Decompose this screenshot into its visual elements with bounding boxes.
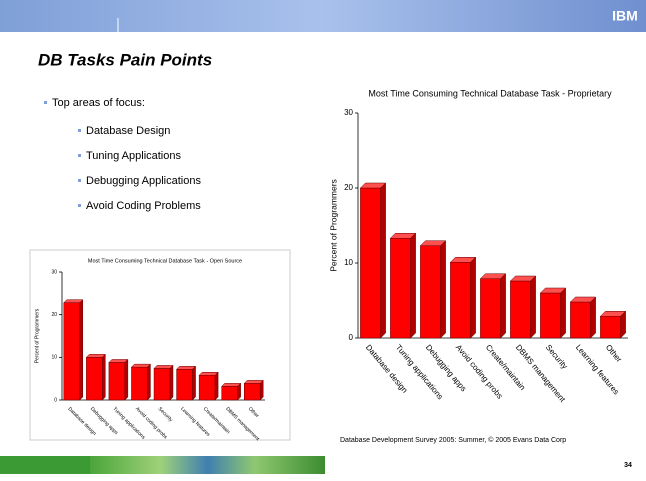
- bar-side: [411, 233, 416, 338]
- bar: [154, 365, 173, 400]
- bullet-marker: [78, 179, 81, 182]
- footer-strip: [0, 456, 90, 474]
- bar-side: [591, 297, 596, 338]
- y-tick-label: 20: [51, 312, 57, 318]
- bar-front: [600, 316, 620, 338]
- y-tick-label: 20: [344, 183, 353, 192]
- page-number: 34: [624, 462, 632, 469]
- bar-front: [360, 188, 380, 338]
- y-tick-label: 30: [344, 108, 353, 117]
- y-axis-label: Percent of Programmers: [328, 179, 338, 272]
- y-tick-label: 0: [54, 397, 57, 403]
- bullet-marker: [44, 101, 47, 104]
- bar-front: [154, 368, 170, 400]
- bullet-marker: [78, 129, 81, 132]
- bar: [540, 288, 565, 338]
- bullet-marker: [78, 204, 81, 207]
- bar-front: [450, 262, 470, 338]
- slide: IBM DB Tasks Pain Points Top areas of fo…: [0, 0, 646, 481]
- bar-front: [244, 383, 260, 400]
- bar-front: [222, 386, 238, 400]
- bar-side: [501, 274, 506, 338]
- bar-side: [621, 311, 626, 338]
- bar: [244, 380, 263, 400]
- bar: [390, 233, 415, 338]
- bar: [570, 297, 595, 338]
- bar-front: [540, 293, 560, 338]
- logo: IBM: [612, 8, 638, 24]
- bar-front: [199, 375, 215, 400]
- bar-side: [147, 364, 150, 400]
- bar: [360, 183, 385, 338]
- bar-side: [471, 257, 476, 338]
- chart-title: Most Time Consuming Technical Database T…: [368, 88, 612, 98]
- bar-side: [531, 276, 536, 338]
- footer-strip: [90, 456, 325, 474]
- sub-bullet: Tuning Applications: [86, 150, 181, 162]
- bar-front: [109, 362, 125, 400]
- bar-side: [193, 366, 196, 400]
- bar: [420, 241, 445, 338]
- bar: [86, 354, 105, 400]
- bar-front: [131, 367, 147, 400]
- sub-bullet: Debugging Applications: [86, 175, 201, 187]
- bar-front: [177, 369, 193, 400]
- bar-side: [125, 359, 128, 400]
- bar: [222, 383, 241, 400]
- sub-bullet: Database Design: [86, 125, 170, 137]
- bar: [64, 300, 83, 400]
- bar-side: [170, 365, 173, 400]
- bar: [199, 372, 218, 400]
- bar: [131, 364, 150, 400]
- bar: [109, 359, 128, 400]
- source-note: Database Development Survey 2005: Summer…: [340, 436, 566, 444]
- bar-front: [390, 238, 410, 338]
- bar-front: [420, 246, 440, 338]
- y-tick-label: 30: [51, 269, 57, 275]
- bullet: Top areas of focus:: [52, 97, 145, 109]
- bar: [177, 366, 196, 400]
- bar-side: [215, 372, 218, 400]
- y-tick-label: 10: [344, 258, 353, 267]
- bar-side: [381, 183, 386, 338]
- bar-front: [64, 303, 80, 400]
- banner: [0, 0, 646, 32]
- bar-side: [102, 354, 105, 400]
- bar-front: [86, 357, 102, 400]
- bar: [510, 276, 535, 338]
- bar-front: [510, 281, 530, 338]
- bar: [480, 274, 505, 338]
- y-tick-label: 10: [51, 355, 57, 361]
- y-tick-label: 0: [349, 333, 354, 342]
- bar-side: [441, 241, 446, 338]
- bar-front: [480, 279, 500, 338]
- y-axis-label: Percent of Programmers: [34, 308, 40, 363]
- bar-front: [570, 302, 590, 338]
- slide-title: DB Tasks Pain Points: [38, 50, 212, 69]
- sub-bullet: Avoid Coding Problems: [86, 200, 201, 212]
- bullet-marker: [78, 154, 81, 157]
- bar-side: [561, 288, 566, 338]
- chart-title: Most Time Consuming Technical Database T…: [88, 258, 242, 264]
- bar-side: [80, 300, 83, 400]
- bar-side: [238, 383, 241, 400]
- bar: [600, 311, 625, 338]
- bar: [450, 257, 475, 338]
- bar-side: [260, 380, 263, 400]
